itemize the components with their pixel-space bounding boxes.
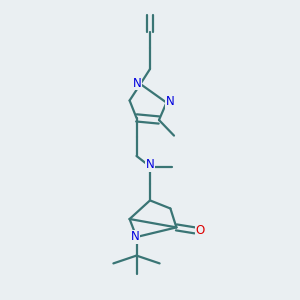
Text: O: O bbox=[196, 224, 205, 237]
Text: N: N bbox=[130, 230, 140, 244]
Text: N: N bbox=[146, 158, 154, 172]
Text: N: N bbox=[133, 76, 142, 90]
Text: N: N bbox=[166, 95, 175, 108]
